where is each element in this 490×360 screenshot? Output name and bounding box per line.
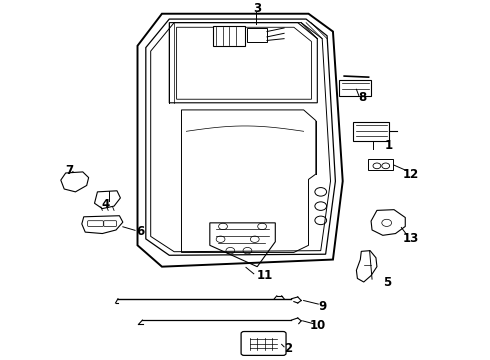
- Text: 4: 4: [101, 198, 110, 211]
- Text: 2: 2: [284, 342, 292, 355]
- FancyBboxPatch shape: [368, 159, 392, 171]
- Text: 12: 12: [403, 167, 419, 181]
- FancyBboxPatch shape: [213, 26, 245, 46]
- FancyBboxPatch shape: [241, 332, 286, 355]
- Text: 6: 6: [136, 225, 144, 238]
- Text: 8: 8: [358, 91, 367, 104]
- Text: 11: 11: [256, 269, 272, 282]
- FancyBboxPatch shape: [247, 28, 267, 42]
- Text: 9: 9: [318, 300, 326, 313]
- Text: 3: 3: [253, 2, 261, 15]
- Text: 5: 5: [383, 276, 391, 289]
- Text: 13: 13: [403, 232, 419, 245]
- FancyBboxPatch shape: [339, 80, 371, 96]
- Text: 1: 1: [385, 139, 393, 152]
- FancyBboxPatch shape: [353, 122, 389, 141]
- Text: 10: 10: [309, 319, 325, 332]
- Text: 7: 7: [65, 164, 73, 177]
